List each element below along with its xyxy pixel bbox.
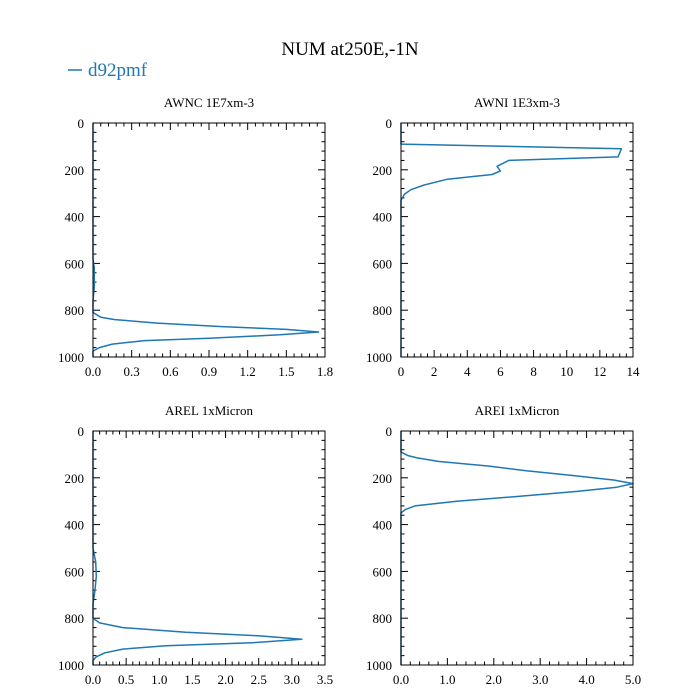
x-tick-label: 0	[398, 364, 405, 379]
y-tick-label: 200	[65, 163, 85, 178]
x-tick-label: 0.0	[85, 364, 101, 379]
x-tick-label: 1.2	[240, 364, 256, 379]
series-line-d92pmf	[400, 123, 623, 357]
x-tick-label: 4	[464, 364, 471, 379]
series-line-d92pmf	[92, 431, 303, 665]
y-tick-label: 400	[65, 210, 85, 225]
y-tick-label: 1000	[366, 658, 392, 673]
x-tick-label: 0.3	[124, 364, 140, 379]
x-tick-label: 3.0	[532, 672, 548, 687]
y-tick-label: 1000	[58, 350, 84, 365]
subplot-title: AREL 1xMicron	[165, 403, 253, 418]
x-tick-label: 0.5	[118, 672, 134, 687]
figure-title: NUM at250E,-1N	[281, 39, 418, 60]
x-tick-label: 3.0	[284, 672, 300, 687]
y-tick-label: 800	[373, 611, 393, 626]
x-tick-label: 10	[560, 364, 573, 379]
y-tick-label: 1000	[366, 350, 392, 365]
y-tick-label: 600	[373, 256, 393, 271]
x-tick-label: 14	[627, 364, 641, 379]
legend: d92pmf	[68, 60, 148, 81]
y-tick-label: 0	[386, 116, 393, 131]
plot-frame	[92, 430, 326, 666]
x-tick-label: 1.5	[184, 672, 200, 687]
subplot-2: AWNI 1E3xm-3 0 200 400 600 800 1000 0 2 4 6 8 10 12 14	[366, 95, 640, 379]
y-tick-label: 1000	[58, 658, 84, 673]
x-tick-label: 1.0	[439, 672, 455, 687]
y-tick-label: 400	[373, 518, 393, 533]
plot-frame	[400, 430, 634, 666]
series-line-d92pmf	[400, 431, 634, 665]
x-tick-label: 2.5	[251, 672, 267, 687]
y-tick-label: 600	[65, 256, 85, 271]
x-tick-label: 1.0	[151, 672, 167, 687]
x-tick-label: 8	[530, 364, 537, 379]
x-tick-label: 0.9	[201, 364, 217, 379]
x-tick-label: 0.0	[393, 672, 409, 687]
x-tick-label: 0.6	[162, 364, 179, 379]
y-tick-label: 200	[373, 471, 393, 486]
y-tick-label: 800	[65, 303, 85, 318]
x-tick-label: 2.0	[486, 672, 502, 687]
y-tick-label: 600	[65, 564, 85, 579]
x-tick-label: 3.5	[317, 672, 333, 687]
subplot-title: AWNI 1E3xm-3	[474, 95, 560, 110]
y-tick-label: 0	[78, 424, 85, 439]
plot-frame	[92, 122, 326, 358]
y-tick-label: 800	[373, 303, 393, 318]
x-tick-label: 6	[497, 364, 504, 379]
y-tick-label: 400	[373, 210, 393, 225]
plot-frame	[400, 122, 634, 358]
y-tick-label: 800	[65, 611, 85, 626]
x-tick-label: 2.0	[217, 672, 233, 687]
x-tick-label: 0.0	[85, 672, 101, 687]
y-tick-label: 0	[386, 424, 393, 439]
y-tick-label: 400	[65, 518, 85, 533]
y-tick-label: 200	[373, 163, 393, 178]
subplot-title: AREI 1xMicron	[475, 403, 560, 418]
y-tick-label: 600	[373, 564, 393, 579]
x-tick-label: 4.0	[578, 672, 594, 687]
legend-label: d92pmf	[88, 60, 148, 81]
y-tick-label: 0	[78, 116, 85, 131]
y-tick-label: 200	[65, 471, 85, 486]
x-tick-label: 2	[431, 364, 438, 379]
x-tick-label: 5.0	[625, 672, 641, 687]
series-line-d92pmf	[92, 123, 320, 357]
subplot-title: AWNC 1E7xm-3	[164, 95, 254, 110]
x-tick-label: 12	[593, 364, 606, 379]
x-tick-label: 1.5	[278, 364, 294, 379]
x-tick-label: 1.8	[317, 364, 333, 379]
